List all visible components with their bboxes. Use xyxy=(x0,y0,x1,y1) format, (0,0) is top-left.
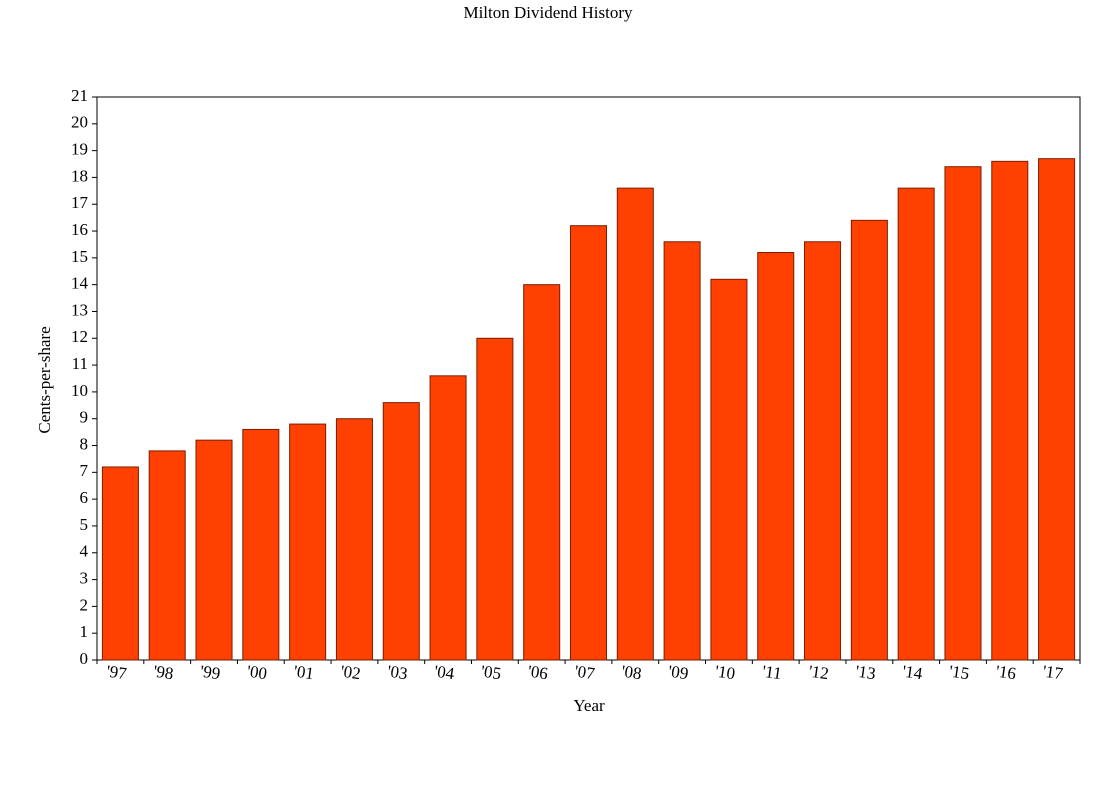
x-tick-label: '99 xyxy=(199,662,222,684)
bar xyxy=(242,428,280,661)
y-tick-label: 16 xyxy=(71,220,88,239)
y-axis-label: Cents-per-share xyxy=(35,326,54,433)
x-tick-label: '02 xyxy=(339,662,362,684)
bar xyxy=(101,466,139,661)
x-tick-label: '08 xyxy=(620,662,643,684)
x-tick-label: '07 xyxy=(573,662,596,684)
y-tick-label: 19 xyxy=(71,140,88,159)
y-tick-label: 2 xyxy=(80,595,89,614)
x-tick-label: '13 xyxy=(854,662,877,684)
bar xyxy=(991,160,1029,661)
bar xyxy=(429,375,467,661)
x-tick-label: '03 xyxy=(386,662,409,684)
x-tick-label: '16 xyxy=(995,662,1018,684)
y-tick-label: 0 xyxy=(80,649,89,668)
x-tick-label: '11 xyxy=(761,662,783,684)
x-tick-label: '09 xyxy=(667,662,690,684)
x-tick-label: '14 xyxy=(901,662,924,684)
bar xyxy=(289,423,327,661)
x-tick-label: '01 xyxy=(293,662,316,684)
y-tick-label: 8 xyxy=(80,434,89,453)
y-tick-label: 6 xyxy=(80,488,89,507)
y-tick-label: 10 xyxy=(71,381,88,400)
x-tick-label: '04 xyxy=(433,662,456,684)
bar xyxy=(616,187,654,661)
bar xyxy=(569,225,608,661)
x-tick-label: '10 xyxy=(714,662,737,684)
bar xyxy=(148,450,186,661)
y-tick-label: 17 xyxy=(71,193,89,212)
x-tick-label: '06 xyxy=(527,662,550,684)
x-tick-label: '00 xyxy=(246,662,269,684)
y-tick-label: 21 xyxy=(71,86,88,105)
x-tick-label: '17 xyxy=(1042,662,1065,684)
x-tick-label: '98 xyxy=(152,662,175,684)
x-axis-label: Year xyxy=(573,696,605,715)
y-tick-label: 1 xyxy=(80,622,89,641)
chart-title: Milton Dividend History xyxy=(463,3,633,22)
y-tick-label: 4 xyxy=(80,542,89,561)
bar xyxy=(710,278,748,661)
y-tick-label: 9 xyxy=(80,408,89,427)
x-tick-label: '97 xyxy=(105,662,128,684)
bar xyxy=(382,402,420,661)
y-tick-label: 13 xyxy=(71,300,88,319)
bar xyxy=(897,187,935,661)
y-tick-label: 18 xyxy=(71,166,88,185)
bar xyxy=(476,337,514,661)
bar xyxy=(850,219,888,661)
y-tick-label: 15 xyxy=(71,247,88,266)
bar xyxy=(195,439,233,661)
y-tick-label: 3 xyxy=(80,568,89,587)
bar xyxy=(663,241,701,661)
y-tick-label: 12 xyxy=(71,327,88,346)
y-tick-label: 11 xyxy=(72,354,88,373)
x-tick-label: '15 xyxy=(948,662,971,684)
x-tick-label: '05 xyxy=(480,662,503,684)
bar xyxy=(804,241,842,661)
bar xyxy=(757,251,795,661)
bar xyxy=(523,284,561,661)
x-tick-label: '12 xyxy=(808,662,831,684)
bar xyxy=(944,166,982,661)
bar xyxy=(1038,158,1076,661)
y-tick-label: 7 xyxy=(80,461,89,480)
y-tick-label: 5 xyxy=(80,515,89,534)
y-tick-label: 14 xyxy=(71,274,89,293)
y-tick-label: 20 xyxy=(71,113,88,132)
bar xyxy=(335,418,373,661)
